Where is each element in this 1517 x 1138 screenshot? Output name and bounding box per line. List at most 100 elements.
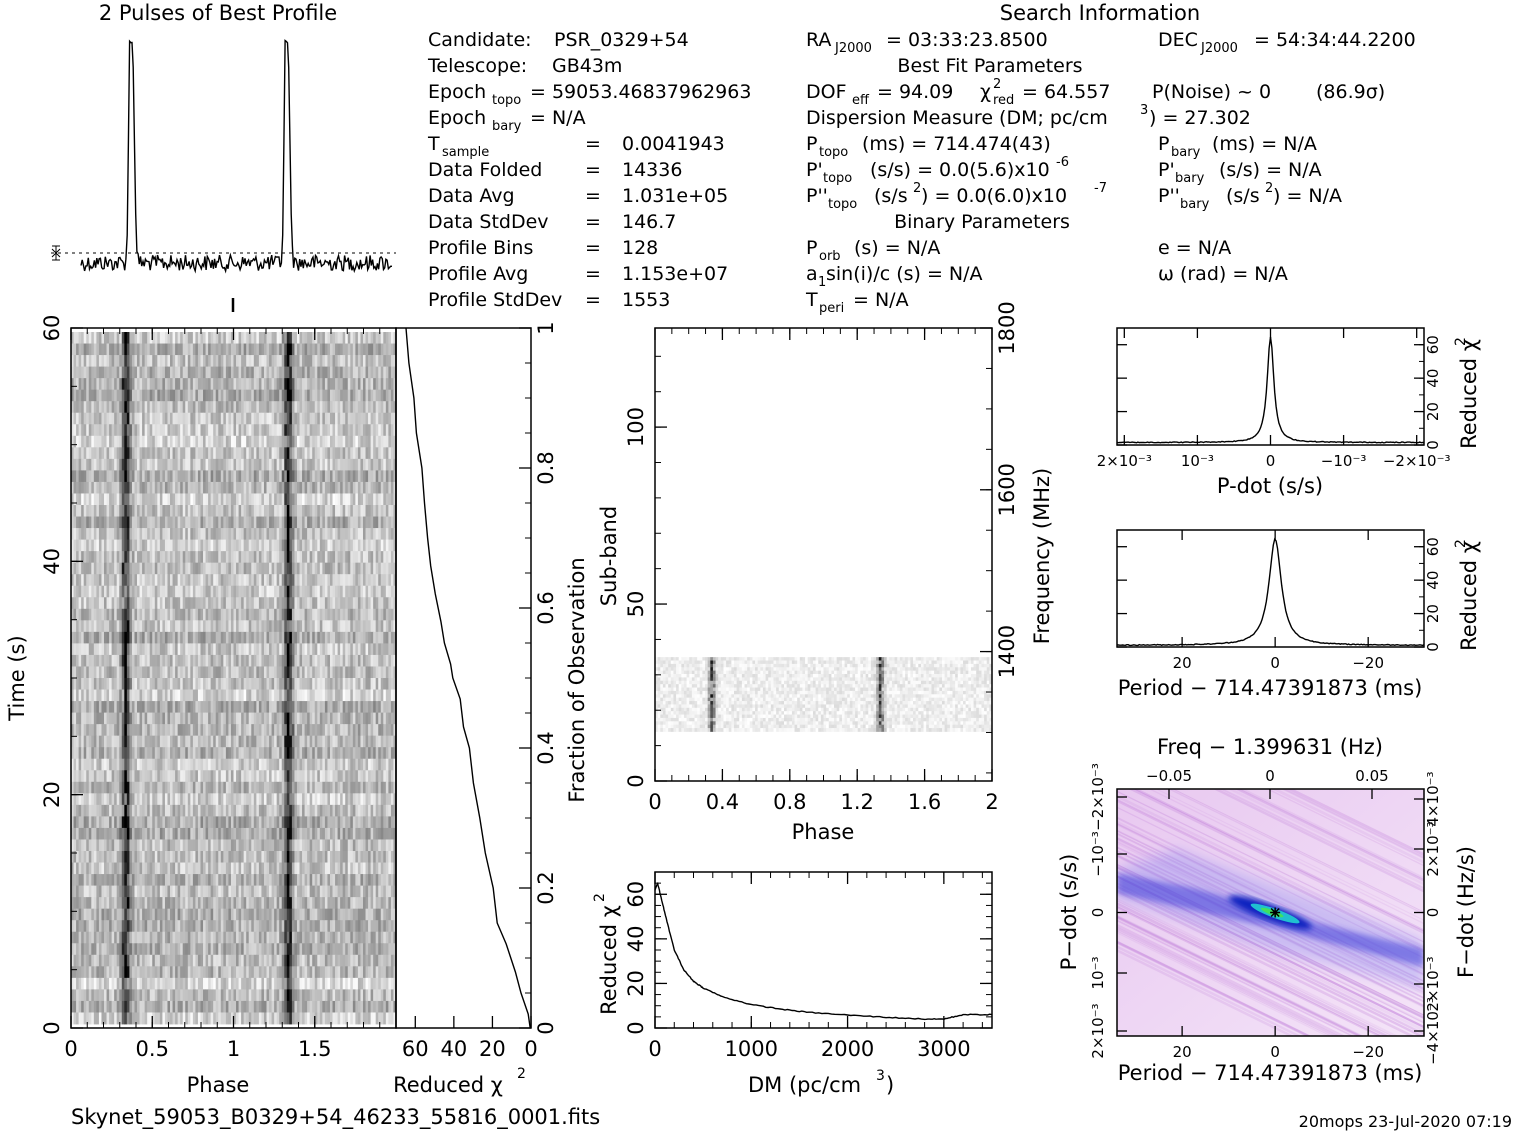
time-phase-cell bbox=[371, 528, 374, 540]
time-phase-cell bbox=[226, 563, 229, 575]
dec-sub: J2000 bbox=[1200, 41, 1238, 56]
time-phase-cell bbox=[338, 574, 341, 586]
time-phase-cell bbox=[74, 690, 77, 702]
time-phase-cell bbox=[213, 759, 216, 771]
time-phase-cell bbox=[315, 459, 318, 471]
time-phase-cell bbox=[167, 344, 170, 356]
time-phase-cell bbox=[317, 597, 320, 609]
time-phase-cell bbox=[327, 493, 330, 505]
time-phase-cell bbox=[234, 724, 237, 736]
time-phase-cell bbox=[86, 655, 89, 667]
time-phase-cell bbox=[178, 551, 181, 563]
time-phase-cell bbox=[269, 632, 272, 644]
time-phase-cell bbox=[391, 470, 394, 482]
time-phase-cell bbox=[292, 747, 295, 759]
info-epoch-bary-label: Epoch bbox=[428, 107, 486, 129]
time-phase-cell bbox=[312, 632, 315, 644]
time-phase-cell bbox=[175, 436, 178, 448]
time-phase-cell bbox=[378, 367, 381, 379]
time-phase-cell bbox=[272, 563, 275, 575]
time-phase-cell bbox=[142, 574, 145, 586]
time-phase-cell bbox=[157, 344, 160, 356]
time-phase-cell bbox=[317, 390, 320, 402]
time-phase-cell bbox=[363, 736, 366, 748]
time-phase-cell bbox=[167, 528, 170, 540]
time-phase-cell bbox=[282, 609, 285, 621]
time-phase-cell bbox=[185, 632, 188, 644]
time-phase-cell bbox=[183, 378, 186, 390]
time-phase-cell bbox=[277, 759, 280, 771]
time-phase-cell bbox=[289, 424, 292, 436]
time-phase-cell bbox=[150, 666, 153, 678]
time-phase-cell bbox=[348, 517, 351, 529]
time-phase-cell bbox=[358, 620, 361, 632]
time-phase-cell bbox=[162, 747, 165, 759]
time-phase-cell bbox=[218, 666, 221, 678]
time-phase-cell bbox=[127, 759, 130, 771]
time-phase-cell bbox=[376, 367, 379, 379]
time-phase-cell bbox=[79, 620, 82, 632]
time-phase-cell bbox=[327, 586, 330, 598]
time-phase-cell bbox=[185, 701, 188, 713]
time-phase-cell bbox=[269, 759, 272, 771]
time-phase-cell bbox=[327, 597, 330, 609]
time-phase-cell bbox=[180, 332, 183, 344]
time-phase-cell bbox=[101, 586, 104, 598]
time-phase-cell bbox=[274, 517, 277, 529]
time-phase-cell bbox=[134, 666, 137, 678]
time-phase-cell bbox=[185, 470, 188, 482]
time-phase-cell bbox=[132, 551, 135, 563]
time-phase-cell bbox=[284, 551, 287, 563]
time-phase-cell bbox=[358, 332, 361, 344]
time-phase-cell bbox=[173, 690, 176, 702]
time-phase-cell bbox=[345, 632, 348, 644]
time-phase-cell bbox=[175, 643, 178, 655]
time-phase-cell bbox=[320, 736, 323, 748]
time-phase-cell bbox=[180, 367, 183, 379]
time-phase-cell bbox=[170, 459, 173, 471]
time-phase-cell bbox=[198, 655, 201, 667]
time-phase-cell bbox=[137, 690, 140, 702]
time-phase-cell bbox=[360, 436, 363, 448]
time-phase-cell bbox=[99, 540, 102, 552]
time-phase-cell bbox=[150, 713, 153, 725]
time-phase-cell bbox=[353, 517, 356, 529]
time-phase-cell bbox=[297, 724, 300, 736]
time-phase-cell bbox=[193, 470, 196, 482]
time-phase-cell bbox=[107, 574, 110, 586]
time-phase-cell bbox=[307, 436, 310, 448]
time-phase-cell bbox=[198, 540, 201, 552]
time-phase-cell bbox=[345, 390, 348, 402]
time-phase-cell bbox=[185, 666, 188, 678]
time-phase-cell bbox=[221, 482, 224, 494]
time-phase-cell bbox=[112, 401, 115, 413]
time-phase-cell bbox=[180, 747, 183, 759]
time-phase-cell bbox=[89, 436, 92, 448]
time-phase-cell bbox=[320, 643, 323, 655]
time-phase-cell bbox=[86, 344, 89, 356]
pdbary-label: P' bbox=[1158, 159, 1175, 181]
time-phase-cell bbox=[343, 666, 346, 678]
time-phase-cell bbox=[122, 747, 125, 759]
time-phase-cell bbox=[249, 505, 252, 517]
time-phase-cell bbox=[376, 620, 379, 632]
time-phase-cell bbox=[297, 759, 300, 771]
time-phase-cell bbox=[368, 540, 371, 552]
time-phase-cell bbox=[315, 401, 318, 413]
time-phase-cell bbox=[99, 459, 102, 471]
time-phase-cell bbox=[274, 367, 277, 379]
time-phase-cell bbox=[355, 459, 358, 471]
time-phase-cell bbox=[366, 655, 369, 667]
time-phase-cell bbox=[376, 528, 379, 540]
time-phase-cell bbox=[190, 367, 193, 379]
time-phase-cell bbox=[241, 747, 244, 759]
time-phase-cell bbox=[239, 344, 242, 356]
time-phase-cell bbox=[226, 332, 229, 344]
time-phase-cell bbox=[338, 563, 341, 575]
time-phase-cell bbox=[74, 344, 77, 356]
time-phase-cell bbox=[213, 574, 216, 586]
time-phase-cell bbox=[99, 355, 102, 367]
time-phase-cell bbox=[114, 528, 117, 540]
time-phase-cell bbox=[107, 770, 110, 782]
time-phase-cell bbox=[388, 759, 391, 771]
